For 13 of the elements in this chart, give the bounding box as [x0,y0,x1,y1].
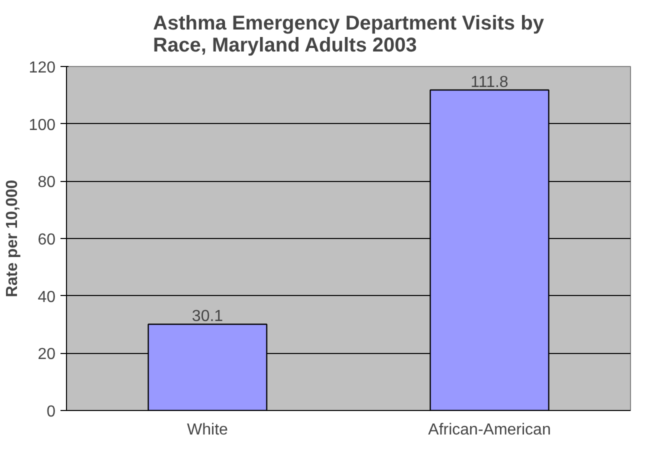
y-tick-label: 120 [28,60,56,76]
y-axis-title: Rate per 10,000 [4,180,21,298]
y-tick-label: 100 [28,116,56,134]
x-tick-label: African-American [428,422,551,438]
y-tick-label: 40 [38,288,56,306]
y-tick-label: 20 [38,346,56,364]
chart-title: Asthma Emergency Department Visits by Race, Maryland Adults 2003 [153,12,545,56]
y-tick-label: 0 [46,404,56,420]
data-label: 30.1 [192,308,224,326]
y-tick-label: 60 [38,232,56,248]
x-tick-label: White [187,422,228,438]
y-tick-label: 80 [38,174,56,192]
data-label: 111.8 [470,74,508,92]
